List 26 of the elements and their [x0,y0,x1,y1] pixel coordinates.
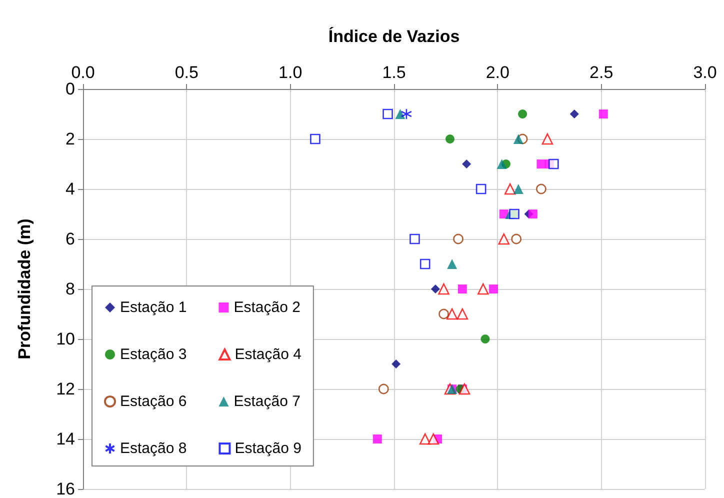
x-tick-label: 1.0 [278,63,302,82]
y-tick-label: 10 [56,330,75,348]
y-tick-label: 4 [66,180,75,198]
legend-label: Estação 4 [234,346,302,363]
legend-label: Estação 1 [120,299,187,316]
x-tick-label: 1.5 [382,63,406,82]
x-tick-label: 0.5 [174,63,198,82]
legend-label: Estação 6 [120,393,187,410]
legend-label: Estação 8 [120,440,187,457]
x-tick-label: 0.0 [71,63,95,82]
legend-label: Estação 3 [120,346,187,363]
y-tick-label: 12 [56,380,75,398]
y-tick-label: 2 [66,130,75,148]
x-tick-label: 2.5 [590,63,614,82]
x-axis-title: Índice de Vazios [328,26,460,46]
x-tick-label: 3.0 [693,63,717,82]
y-tick-label: 14 [56,430,75,448]
y-tick-label: 6 [66,230,75,248]
y-axis-title: Profundidade (m) [15,218,34,360]
legend-label: Estação 7 [234,393,300,410]
y-tick-label: 8 [66,280,75,298]
y-tick-label: 16 [56,480,75,498]
legend-label: Estação 2 [234,299,300,316]
x-tick-label: 2.0 [486,63,510,82]
legend-label: Estação 9 [234,440,302,457]
y-tick-label: 0 [66,80,75,98]
